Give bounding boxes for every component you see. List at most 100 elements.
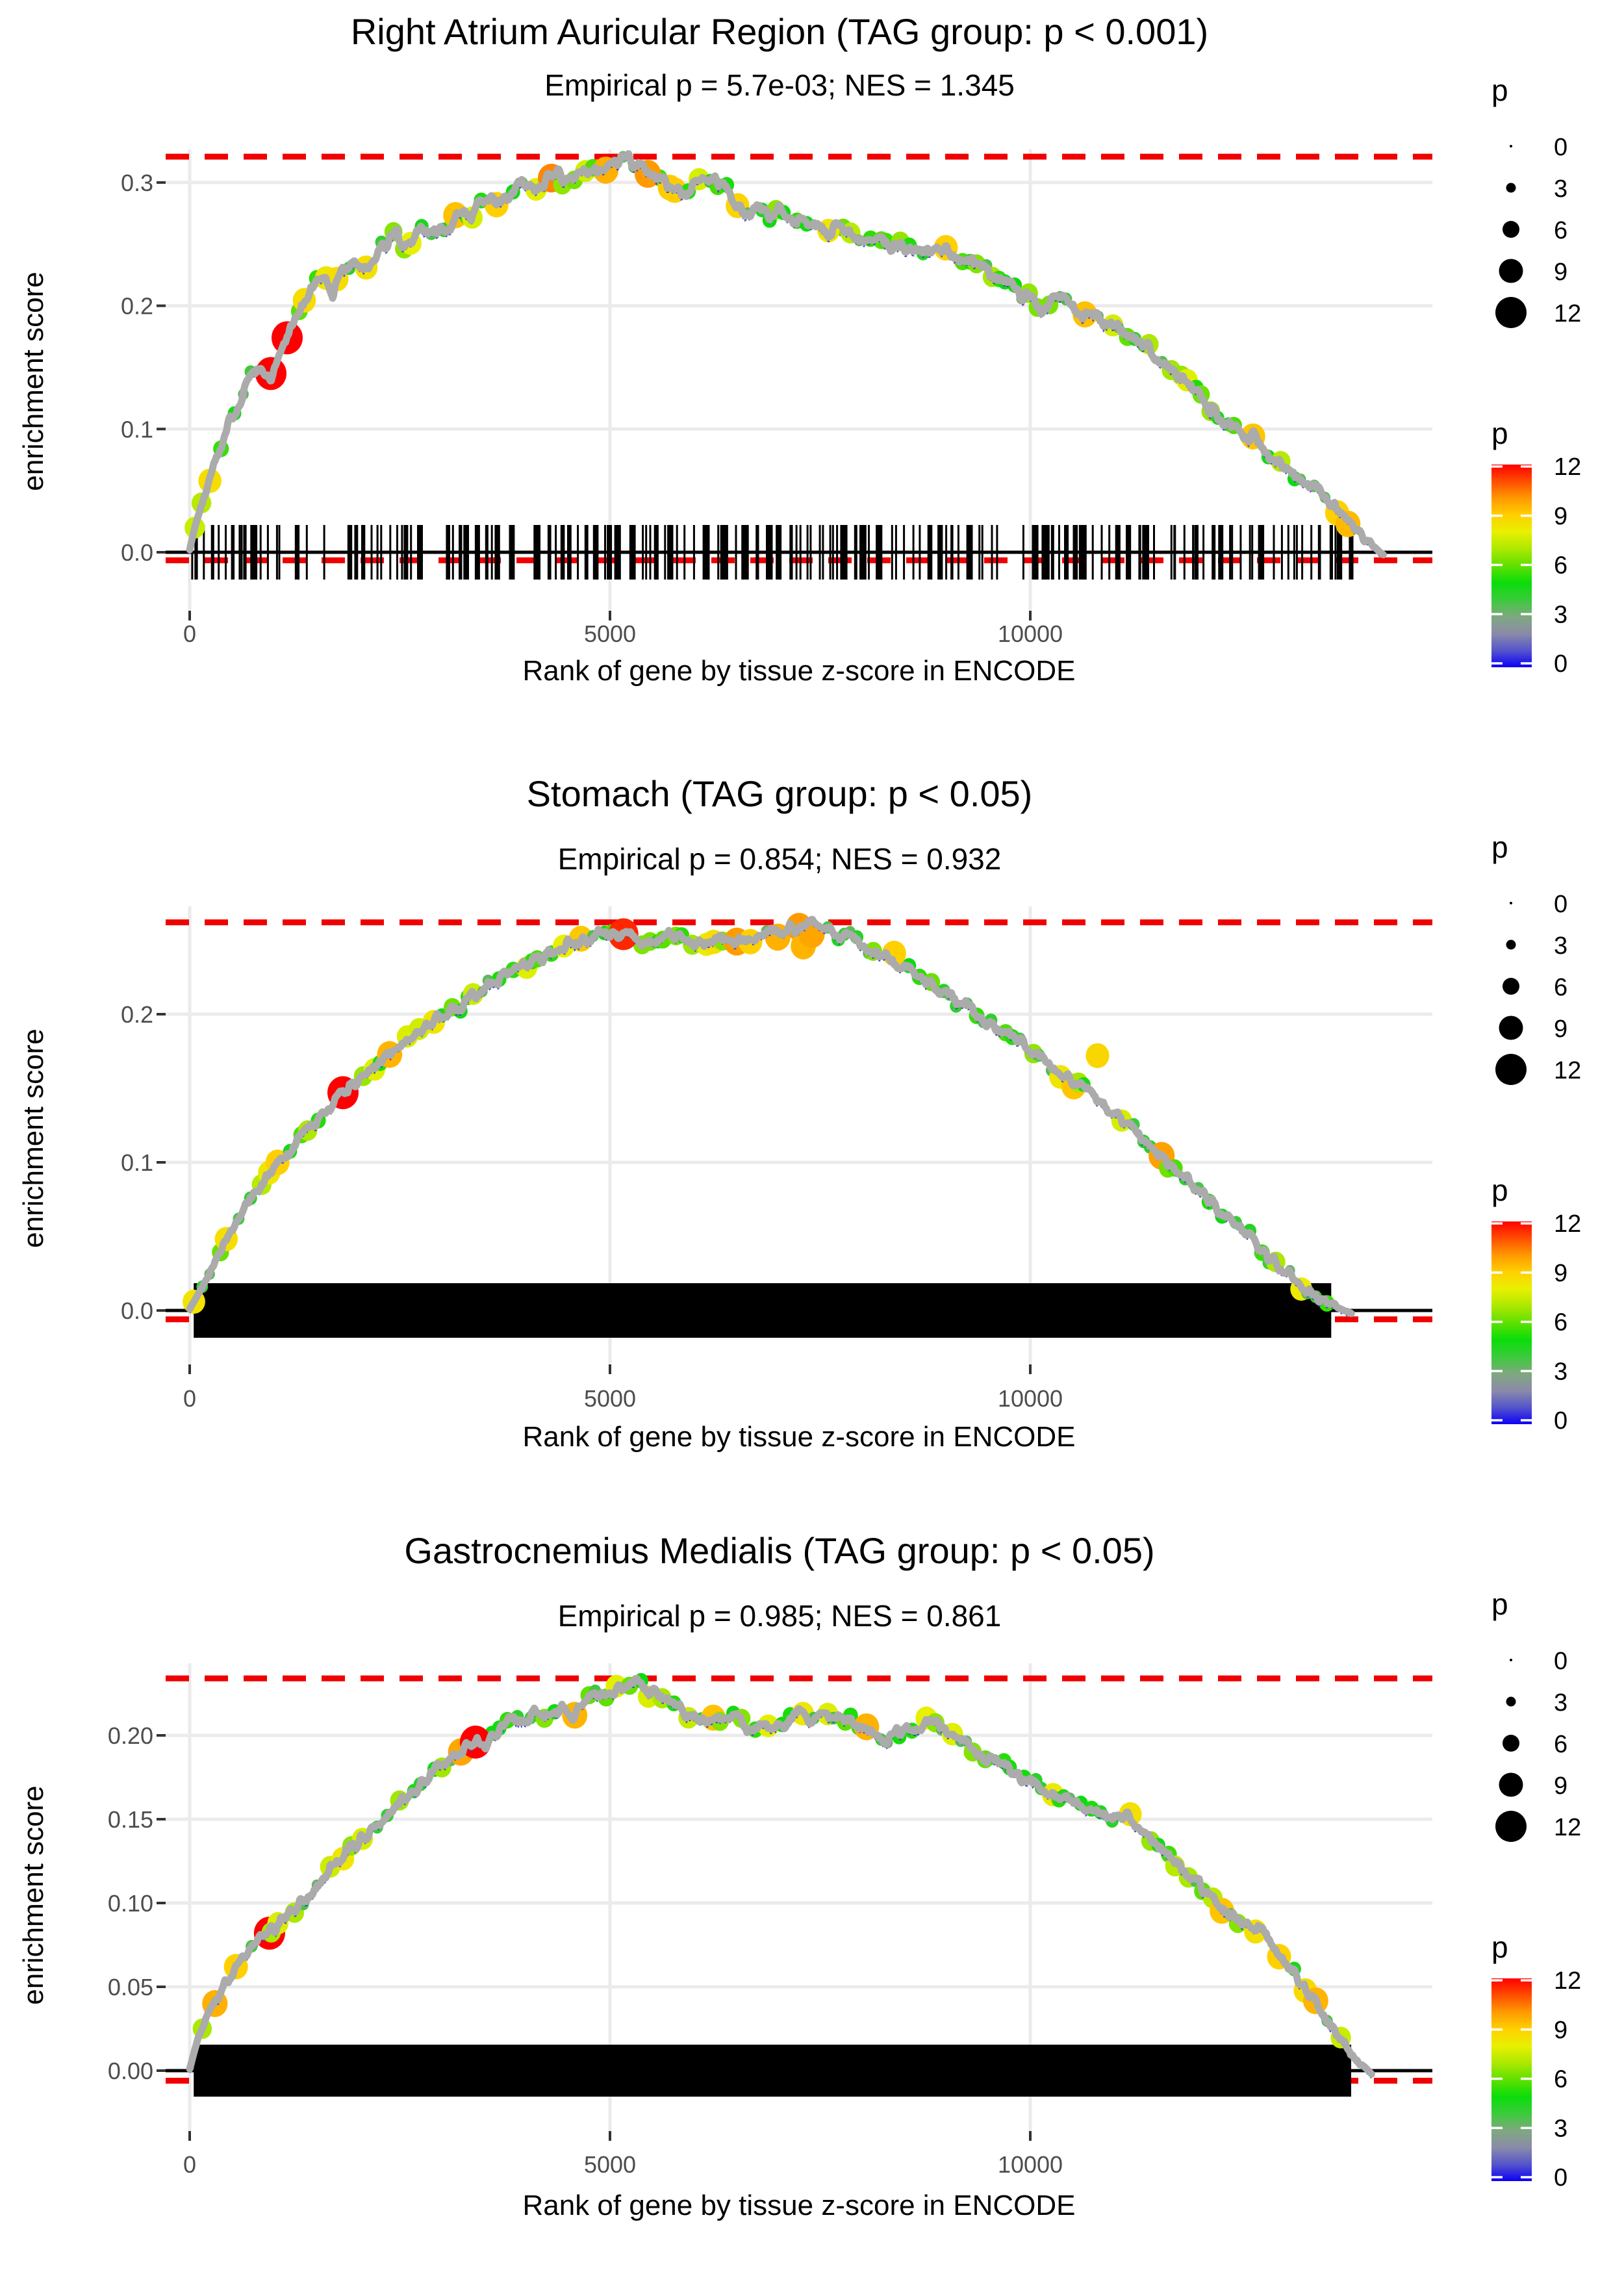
plot-1-legends: 0 3 6 9 12 0 3 6 9 12 [1491, 134, 1581, 678]
y-tick-label: 0.20 [108, 1722, 153, 1749]
size-legend-label: 12 [1554, 300, 1581, 327]
plot-3-y-axis-title: enrichment score [18, 1785, 49, 2005]
size-legend-label: 12 [1554, 1814, 1581, 1841]
color-legend-label: 3 [1554, 601, 1567, 628]
y-tick-label: 0.15 [108, 1806, 153, 1833]
plot-3-color-legend-title: p [1491, 1930, 1508, 1964]
y-tick-label: 0.00 [108, 2058, 153, 2084]
plot-2-color-legend-title: p [1491, 1173, 1508, 1207]
y-tick-label: 0.2 [121, 1001, 153, 1028]
plot-3-subtitle: Empirical p = 0.985; NES = 0.861 [557, 1599, 1002, 1633]
plot-2-size-legend-title: p [1491, 830, 1508, 864]
y-tick-label: 0.0 [121, 1297, 153, 1324]
enrichment-curve [186, 150, 1387, 559]
enrichment-curve-underline [188, 922, 1352, 1318]
size-legend-dot [1495, 1811, 1527, 1842]
x-tick-label: 0 [183, 1385, 196, 1412]
size-legend-dot [1495, 1054, 1527, 1085]
plot-3-panel: 0.00 0.05 0.10 0.15 0.20 0 5000 10000 [108, 1663, 1432, 2178]
plot-2-panel: 0.0 0.1 0.2 0 5000 10000 [121, 906, 1432, 1412]
plot-2-x-axis-title: Rank of gene by tissue z-score in ENCODE [522, 1421, 1076, 1453]
plot-2-legends: 0 3 6 9 12 0 3 6 9 12 [1491, 891, 1581, 1435]
size-legend-dot [1499, 259, 1523, 283]
size-legend-label: 3 [1554, 175, 1567, 203]
size-legend-dot [1510, 145, 1512, 147]
color-legend-label: 9 [1554, 1260, 1567, 1287]
plot-2-y-axis-title: enrichment score [18, 1028, 49, 1248]
y-tick-label: 0.1 [121, 1149, 153, 1176]
size-legend-dot [1506, 1696, 1516, 1707]
highlight-gene-dot [1085, 1043, 1110, 1069]
size-legend-label: 6 [1554, 1731, 1567, 1758]
size-legend-dot [1503, 1735, 1519, 1752]
y-tick-label: 0.10 [108, 1890, 153, 1917]
size-legend-dot [1499, 1772, 1523, 1797]
plot-1-panel: 0.0 0.1 0.2 0.3 0 5000 10000 [121, 149, 1432, 647]
enrichment-curve [186, 915, 1355, 1318]
size-legend-dot [1495, 297, 1527, 328]
color-legend-label: 3 [1554, 2115, 1567, 2142]
size-legend-label: 0 [1554, 891, 1567, 918]
size-legend-label: 0 [1554, 1648, 1567, 1675]
size-legend-label: 3 [1554, 1689, 1567, 1717]
plot-3-x-axis-title: Rank of gene by tissue z-score in ENCODE [522, 2190, 1076, 2221]
size-legend-label: 6 [1554, 974, 1567, 1001]
color-legend-label: 0 [1554, 1407, 1567, 1435]
plot-1-title: Right Atrium Auricular Region (TAG group… [350, 11, 1209, 52]
plot-1-color-legend-title: p [1491, 416, 1508, 450]
x-tick-label: 5000 [584, 620, 636, 647]
size-legend-dot [1510, 902, 1512, 904]
color-legend-label: 0 [1554, 2164, 1567, 2191]
color-legend-label: 6 [1554, 2066, 1567, 2093]
color-legend-label: 12 [1554, 454, 1581, 481]
size-legend-label: 3 [1554, 932, 1567, 960]
x-tick-label: 0 [183, 2151, 196, 2178]
axis-ticks: 0.0 0.1 0.2 0.3 0 5000 10000 [121, 170, 1063, 647]
size-legend-label: 0 [1554, 134, 1567, 161]
gene-dots [184, 151, 1361, 539]
size-legend-label: 6 [1554, 217, 1567, 244]
gene-dots [183, 913, 1335, 1314]
x-tick-label: 5000 [584, 2151, 636, 2178]
y-tick-label: 0.05 [108, 1974, 153, 2000]
size-legend-dot [1506, 183, 1516, 193]
plot-1-size-legend-title: p [1491, 73, 1508, 107]
size-legend-dot [1503, 221, 1519, 238]
plot-3-size-legend-title: p [1491, 1587, 1508, 1621]
color-legend-label: 6 [1554, 1309, 1567, 1336]
axis-ticks: 0.00 0.05 0.10 0.15 0.20 0 5000 10000 [108, 1722, 1063, 2178]
y-tick-label: 0.0 [121, 539, 153, 566]
x-tick-label: 10000 [998, 2151, 1063, 2178]
color-legend-label: 6 [1554, 552, 1567, 580]
plot-2-title: Stomach (TAG group: p < 0.05) [526, 773, 1033, 814]
y-tick-label: 0.3 [121, 170, 153, 196]
plot-1-subtitle: Empirical p = 5.7e-03; NES = 1.345 [544, 68, 1015, 102]
plot-1-y-axis-title: enrichment score [18, 272, 49, 491]
plot-3-title: Gastrocnemius Medialis (TAG group: p < 0… [404, 1530, 1155, 1571]
color-legend-label: 0 [1554, 650, 1567, 678]
y-tick-label: 0.2 [121, 293, 153, 320]
color-legend-label: 3 [1554, 1358, 1567, 1385]
size-legend-label: 9 [1554, 1772, 1567, 1800]
size-legend-dot [1499, 1016, 1523, 1040]
gene-rug [194, 2045, 1351, 2097]
enrichment-curve [186, 1674, 1375, 2078]
x-tick-label: 10000 [998, 620, 1063, 647]
color-legend-label: 12 [1554, 1967, 1581, 1995]
gene-rug [194, 1283, 1332, 1338]
plot-2-subtitle: Empirical p = 0.854; NES = 0.932 [557, 842, 1002, 876]
y-tick-label: 0.1 [121, 416, 153, 442]
size-legend-dot [1510, 1659, 1512, 1661]
size-legend-label: 9 [1554, 259, 1567, 286]
plot-3-legends: 0 3 6 9 12 0 3 6 9 12 [1491, 1648, 1581, 2191]
size-legend-label: 9 [1554, 1016, 1567, 1043]
x-tick-label: 10000 [998, 1385, 1063, 1412]
size-legend-label: 12 [1554, 1057, 1581, 1084]
axis-ticks: 0.0 0.1 0.2 0 5000 10000 [121, 1001, 1063, 1412]
size-legend-dot [1503, 978, 1519, 995]
plot-1-x-axis-title: Rank of gene by tissue z-score in ENCODE [522, 655, 1076, 687]
color-legend-label: 12 [1554, 1210, 1581, 1238]
x-tick-label: 0 [183, 620, 196, 647]
